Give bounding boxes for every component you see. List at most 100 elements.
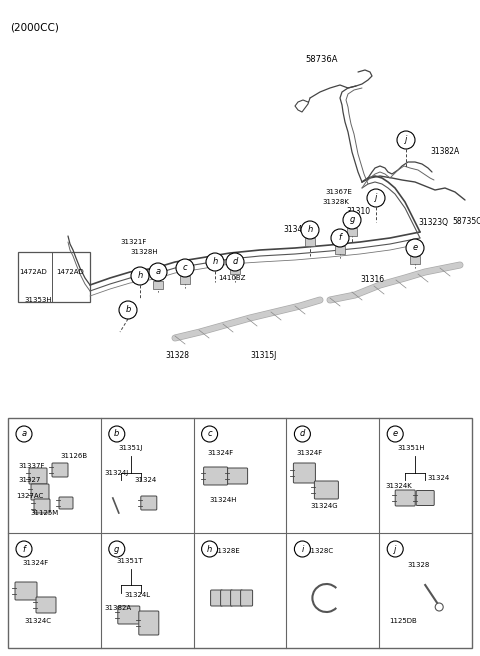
Text: 31126B: 31126B	[60, 453, 87, 459]
Circle shape	[367, 189, 385, 207]
Circle shape	[16, 426, 32, 442]
Text: h: h	[307, 226, 312, 234]
FancyBboxPatch shape	[211, 590, 223, 606]
FancyBboxPatch shape	[204, 467, 228, 485]
Bar	[305, 238, 315, 246]
Text: 31324F: 31324F	[207, 450, 234, 456]
FancyBboxPatch shape	[118, 606, 140, 624]
Text: 1472AD: 1472AD	[19, 269, 47, 275]
Text: i: i	[301, 544, 303, 554]
Text: c: c	[207, 430, 212, 438]
Text: 31351H: 31351H	[397, 445, 425, 451]
Text: 31351T: 31351T	[117, 558, 144, 564]
Text: c: c	[183, 264, 187, 272]
Text: h: h	[207, 544, 212, 554]
Text: 31367E: 31367E	[325, 189, 352, 195]
Text: 31324K: 31324K	[385, 483, 412, 489]
Circle shape	[301, 221, 319, 239]
Text: 31328: 31328	[407, 562, 430, 568]
Text: 31328H: 31328H	[130, 249, 157, 255]
Circle shape	[202, 426, 217, 442]
Bar	[8, 418, 472, 648]
FancyBboxPatch shape	[29, 468, 47, 484]
Text: 31327: 31327	[18, 477, 40, 483]
FancyBboxPatch shape	[15, 582, 37, 600]
Bar	[230, 266, 240, 274]
Bar	[18, 252, 90, 302]
Bar	[210, 261, 220, 269]
FancyBboxPatch shape	[228, 468, 248, 484]
Text: a: a	[156, 268, 161, 276]
FancyBboxPatch shape	[230, 590, 242, 606]
Text: 31321F: 31321F	[120, 239, 146, 245]
Text: 31125M: 31125M	[30, 510, 58, 516]
Text: 1472AD: 1472AD	[56, 269, 84, 275]
Circle shape	[294, 541, 311, 557]
Circle shape	[131, 267, 149, 285]
Bar	[347, 228, 357, 236]
Circle shape	[109, 541, 125, 557]
Circle shape	[119, 301, 137, 319]
Text: 31337F: 31337F	[18, 463, 45, 469]
Circle shape	[176, 259, 194, 277]
FancyBboxPatch shape	[221, 590, 233, 606]
Text: g: g	[349, 216, 355, 224]
Bar	[335, 246, 345, 254]
Text: 31328E: 31328E	[214, 548, 240, 554]
Text: 1327AC: 1327AC	[16, 493, 43, 499]
FancyBboxPatch shape	[141, 496, 157, 510]
FancyBboxPatch shape	[139, 611, 159, 635]
Text: 31324J: 31324J	[105, 470, 129, 476]
Text: a: a	[22, 430, 26, 438]
FancyBboxPatch shape	[31, 484, 49, 500]
Circle shape	[343, 211, 361, 229]
Text: 31324H: 31324H	[210, 497, 237, 503]
FancyBboxPatch shape	[293, 463, 315, 483]
Text: b: b	[114, 430, 120, 438]
Circle shape	[387, 426, 403, 442]
Circle shape	[397, 131, 415, 149]
Text: j: j	[394, 544, 396, 554]
Text: 31328C: 31328C	[306, 548, 334, 554]
Text: 58735C: 58735C	[452, 218, 480, 226]
Text: h: h	[137, 272, 143, 281]
Text: h: h	[212, 258, 217, 266]
Text: j: j	[405, 136, 407, 144]
Text: 1125DB: 1125DB	[389, 618, 417, 624]
Text: 31328: 31328	[165, 352, 189, 361]
Circle shape	[206, 253, 224, 271]
Text: f: f	[23, 544, 25, 554]
FancyBboxPatch shape	[34, 499, 50, 513]
Text: 1410BZ: 1410BZ	[218, 275, 245, 281]
Circle shape	[149, 263, 167, 281]
Circle shape	[294, 426, 311, 442]
Text: b: b	[125, 306, 131, 314]
Text: 31328K: 31328K	[322, 199, 349, 205]
FancyBboxPatch shape	[52, 463, 68, 477]
Text: 31382A: 31382A	[430, 148, 459, 157]
Text: 31324G: 31324G	[311, 503, 338, 509]
Text: e: e	[393, 430, 398, 438]
FancyBboxPatch shape	[314, 481, 338, 499]
Text: 31340: 31340	[283, 226, 307, 234]
Bar	[153, 281, 163, 289]
Circle shape	[226, 253, 244, 271]
Text: j: j	[375, 194, 377, 203]
Text: 31315J: 31315J	[250, 352, 276, 361]
Text: 31324: 31324	[135, 477, 157, 483]
Text: 31310: 31310	[346, 207, 370, 216]
Text: 31382A: 31382A	[105, 605, 132, 611]
Text: 31324C: 31324C	[24, 618, 51, 624]
Text: d: d	[300, 430, 305, 438]
FancyBboxPatch shape	[36, 597, 56, 613]
Text: 58736A: 58736A	[305, 56, 337, 64]
FancyBboxPatch shape	[240, 590, 252, 606]
Text: 31323Q: 31323Q	[418, 218, 448, 226]
Circle shape	[202, 541, 217, 557]
Circle shape	[435, 603, 443, 611]
Text: 31324: 31324	[427, 475, 449, 481]
Text: e: e	[412, 243, 418, 253]
Text: f: f	[338, 234, 341, 243]
Bar	[410, 256, 420, 264]
FancyBboxPatch shape	[59, 497, 73, 509]
